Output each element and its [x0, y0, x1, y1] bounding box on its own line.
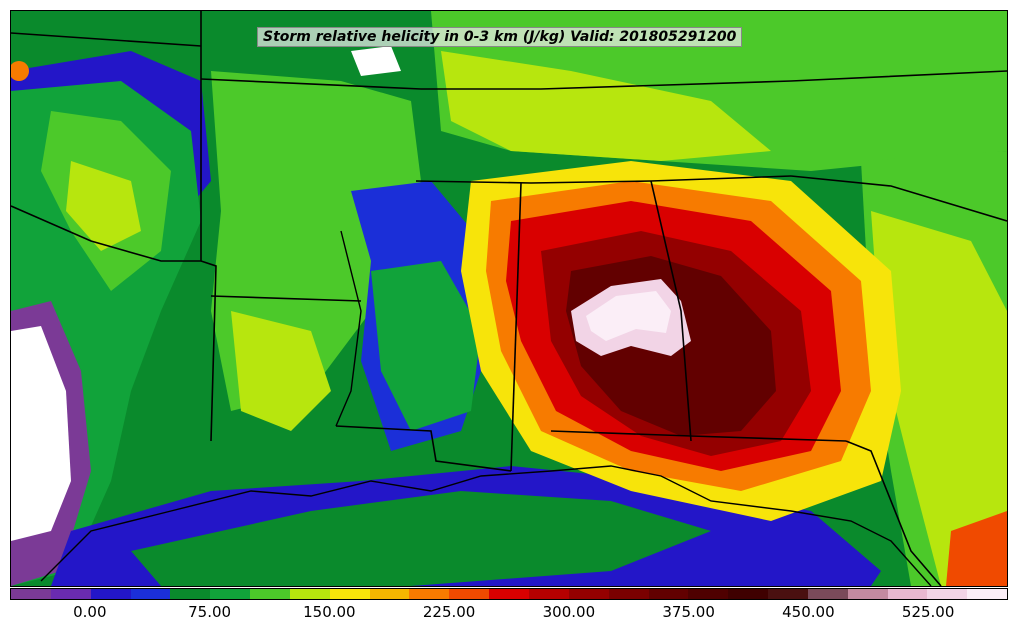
- colorbar-segment: [11, 589, 51, 599]
- colorbar-segment: [847, 589, 888, 599]
- mississippi-green: [371, 261, 481, 431]
- west-white-region: [11, 326, 71, 541]
- colorbar-tick-label: 150.00: [303, 603, 356, 621]
- map-title: Storm relative helicity in 0-3 km (J/kg)…: [257, 27, 743, 47]
- colorbar-tick-label: 225.00: [422, 603, 476, 621]
- colorbar-segment: [648, 589, 689, 599]
- colorbar-segment: [329, 589, 370, 599]
- colorbar-segment: [688, 589, 729, 599]
- colorbar: [10, 588, 1008, 600]
- colorbar-segment: [807, 589, 848, 599]
- state-boundaries: [11, 11, 1007, 586]
- colorbar-segment: [768, 589, 808, 599]
- colorbar-tick-label: 75.00: [188, 603, 232, 621]
- coastlines: [40, 230, 932, 586]
- colorbar-tick-label: 375.00: [662, 603, 715, 621]
- colorbar-segment: [250, 589, 290, 599]
- north-yellow: [441, 51, 771, 161]
- white-core: [586, 291, 671, 341]
- colorbar-segment: [489, 589, 529, 599]
- west-orange-spot: [11, 61, 29, 81]
- texas-yellow-band: [66, 161, 141, 251]
- helicity-map: [11, 11, 1007, 586]
- colorbar-tick-label: 300.00: [542, 603, 596, 621]
- colorbar-segment: [887, 589, 928, 599]
- louisiana-yellow: [231, 311, 331, 431]
- colorbar-segment: [967, 589, 1008, 599]
- colorbar-segment: [130, 589, 171, 599]
- colorbar-segment: [449, 589, 490, 599]
- colorbar-segment: [170, 589, 211, 599]
- gulf-green: [131, 491, 711, 586]
- southeast-orange: [946, 511, 1007, 586]
- colorbar-tick-label: 525.00: [901, 603, 955, 621]
- colorbar-segment: [289, 589, 330, 599]
- colorbar-tick-label: 0.00: [73, 603, 107, 621]
- north-white-patch: [351, 46, 401, 76]
- colorbar-tick-labels: 0.00 75.00 150.00 225.00 300.00 375.00 450.00 5…: [0, 603, 1018, 625]
- colorbar-segment: [528, 589, 569, 599]
- colorbar-segment: [608, 589, 649, 599]
- colorbar-segment: [927, 589, 968, 599]
- colorbar-segment: [369, 589, 410, 599]
- colorbar-segment: [728, 589, 769, 599]
- colorbar-segment: [50, 589, 91, 599]
- colorbar-tick-label: 450.00: [782, 603, 835, 621]
- east-yellow: [871, 211, 1007, 586]
- colorbar-segment: [409, 589, 450, 599]
- colorbar-segment: [568, 589, 609, 599]
- colorbar-segment: [90, 589, 131, 599]
- colorbar-segment: [210, 589, 251, 599]
- map-panel: Storm relative helicity in 0-3 km (J/kg)…: [10, 10, 1008, 587]
